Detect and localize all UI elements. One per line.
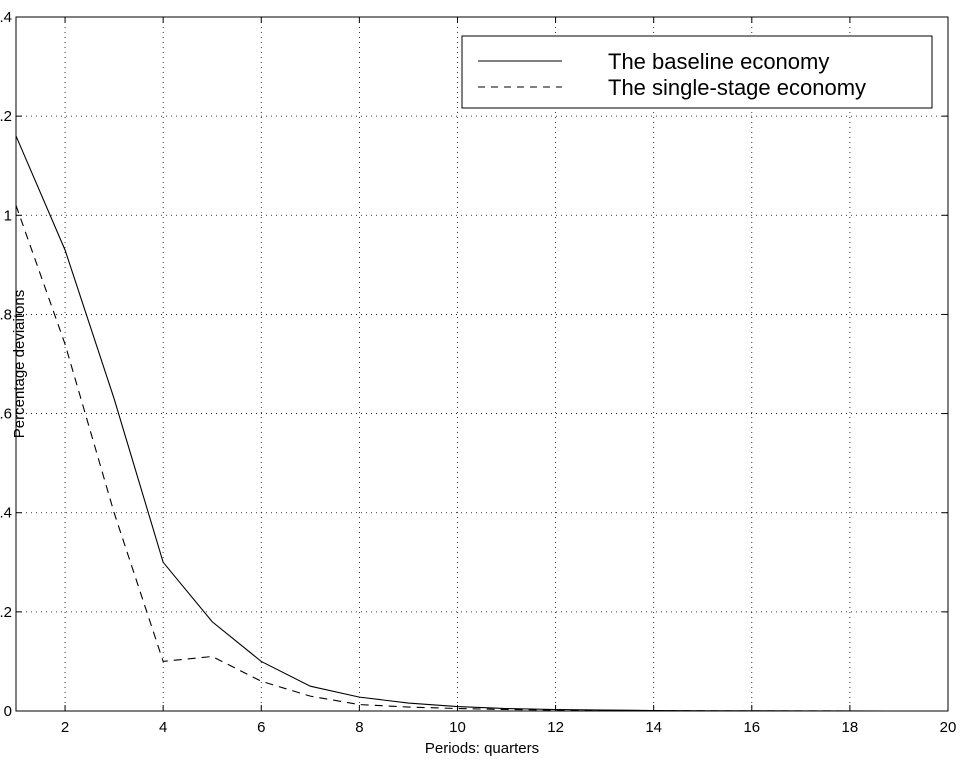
x-axis-label: Periods: quarters (425, 740, 539, 757)
x-tick-label: 20 (940, 719, 957, 736)
series-line-0 (15, 135, 948, 712)
y-tick-label: 1.4 (0, 9, 12, 26)
x-tick-label: 2 (61, 719, 69, 736)
series-lines (15, 135, 948, 712)
y-tick-label: 0.4 (0, 505, 12, 522)
x-tick-label: 6 (257, 719, 265, 736)
x-tick-label: 14 (645, 719, 662, 736)
x-tick-label: 8 (355, 719, 363, 736)
legend: The baseline economy The single-stage ec… (461, 35, 933, 109)
series-line-1 (15, 205, 948, 712)
legend-box (461, 35, 933, 109)
x-tick-label: 4 (159, 719, 167, 736)
y-tick-label: 0 (4, 703, 12, 720)
y-tick-label: 0.6 (0, 406, 12, 423)
y-tick-label: 1 (4, 207, 12, 224)
plot-frame (15, 16, 949, 712)
x-tick-label: 12 (547, 719, 564, 736)
y-axis-label: Percentage deviaitons (11, 290, 28, 438)
grid-lines (16, 17, 948, 711)
y-tick-label: 0.8 (0, 306, 12, 323)
axis-ticks: 2 4 6 8 10 12 14 16 18 20 0 0.2 0.4 0.6 0.8 1 1.2 1.4 (0, 9, 956, 736)
legend-label-baseline: The baseline economy (608, 49, 829, 74)
x-tick-label: 10 (449, 719, 466, 736)
x-tick-label: 18 (842, 719, 859, 736)
y-tick-label: 1.2 (0, 108, 12, 125)
legend-label-single-stage: The single-stage economy (608, 75, 866, 100)
y-tick-label: 0.2 (0, 604, 12, 621)
x-tick-label: 16 (743, 719, 760, 736)
